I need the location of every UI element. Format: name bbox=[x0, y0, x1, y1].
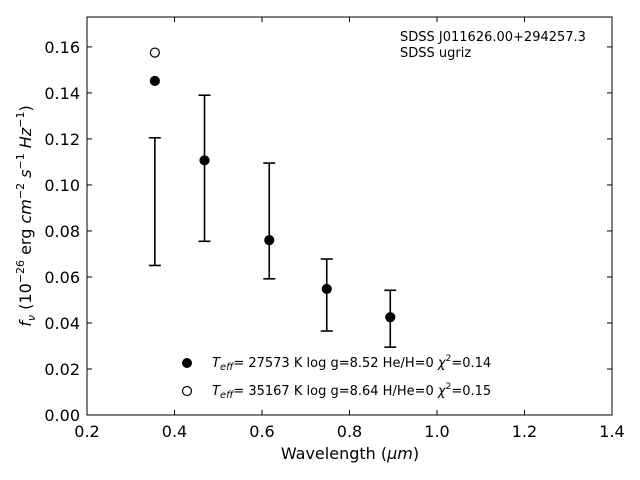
x-tick-label: 1.0 bbox=[424, 422, 449, 441]
y-tick-label: 0.06 bbox=[44, 268, 80, 287]
photometry-annotation: SDSS ugriz bbox=[400, 46, 471, 61]
legend-marker-filled bbox=[182, 358, 192, 368]
y-tick-label: 0.04 bbox=[44, 314, 80, 333]
y-tick-label: 0.02 bbox=[44, 360, 80, 379]
y-axis-label: fν (10−26 erg cm−2 s−1 Hz−1) bbox=[14, 105, 38, 326]
model-point-filled bbox=[264, 235, 275, 246]
axis-ticks: 0.2 0.4 0.6 0.8 1.0 1.2 1.4 0.00 0.02 0.04 0.06 0.0… bbox=[44, 17, 625, 441]
y-tick-label: 0.00 bbox=[44, 406, 80, 425]
model-point-filled bbox=[149, 75, 160, 87]
x-tick-label: 0.6 bbox=[249, 422, 274, 441]
error-bars bbox=[148, 94, 397, 348]
model-point-filled bbox=[321, 283, 332, 295]
model-point-filled bbox=[199, 155, 210, 166]
y-tick-label: 0.14 bbox=[44, 84, 80, 103]
model-point-filled bbox=[385, 312, 396, 323]
legend: Teff= 27573 K log g=8.52 He/H=0 χ2=0.14 … bbox=[181, 354, 491, 401]
model-point-open bbox=[149, 47, 160, 58]
y-tick-label: 0.12 bbox=[44, 130, 80, 149]
x-tick-label: 0.2 bbox=[74, 422, 99, 441]
x-axis-label: Wavelength (μm) bbox=[281, 444, 419, 463]
legend-entry-2: Teff= 35167 K log g=8.64 H/He=0 χ2=0.15 bbox=[212, 382, 491, 401]
x-tick-label: 1.4 bbox=[599, 422, 624, 441]
legend-entry-1: Teff= 27573 K log g=8.52 He/H=0 χ2=0.14 bbox=[212, 354, 491, 373]
x-tick-label: 0.8 bbox=[337, 422, 362, 441]
y-tick-label: 0.10 bbox=[44, 176, 80, 195]
x-tick-label: 0.4 bbox=[162, 422, 187, 441]
data-points bbox=[149, 47, 396, 323]
x-tick-label: 1.2 bbox=[512, 422, 537, 441]
y-tick-label: 0.16 bbox=[44, 38, 80, 57]
legend-marker-open bbox=[181, 385, 193, 397]
y-tick-label: 0.08 bbox=[44, 222, 80, 241]
object-name-annotation: SDSS J011626.00+294257.3 bbox=[400, 30, 586, 45]
